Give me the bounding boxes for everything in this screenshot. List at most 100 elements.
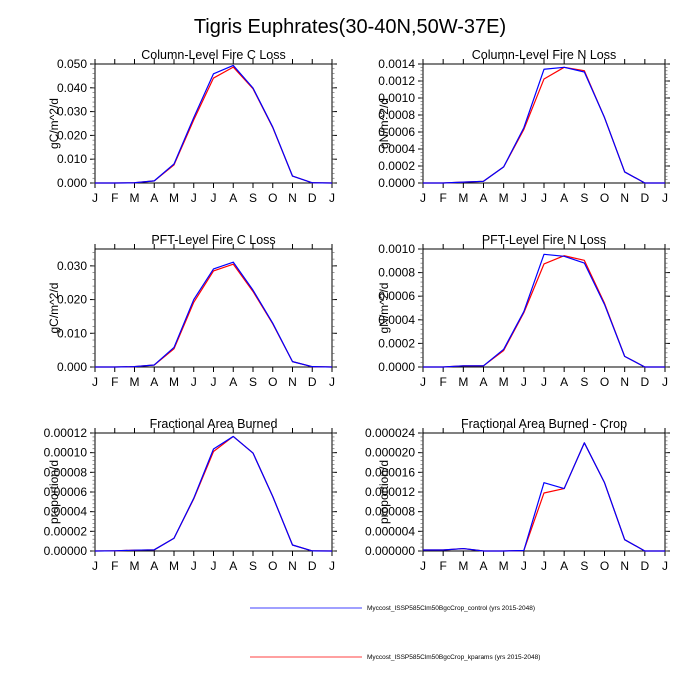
y-tick-label: 0.0000 — [378, 360, 415, 374]
y-tick-label: 0.00012 — [44, 426, 88, 440]
x-tick-label: N — [620, 375, 629, 389]
x-tick-label: J — [92, 191, 98, 205]
series-line-kparams — [423, 442, 665, 552]
x-tick-label: J — [329, 191, 335, 205]
y-tick-label: 0.00002 — [44, 524, 88, 538]
y-axis-label: proportion/d — [377, 460, 391, 524]
x-tick-label: A — [479, 559, 487, 573]
x-tick-label: J — [191, 191, 197, 205]
y-tick-label: 0.010 — [57, 326, 87, 340]
y-tick-label: 0.0010 — [378, 91, 415, 105]
y-tick-label: 0.000020 — [365, 446, 415, 460]
y-axis-label: gN/m^2/d — [377, 283, 391, 334]
y-tick-label: 0.0002 — [378, 159, 415, 173]
y-tick-label: 0.00000 — [44, 544, 88, 558]
series-line-kparams — [423, 255, 665, 368]
x-tick-label: A — [150, 375, 158, 389]
y-tick-label: 0.000 — [57, 176, 87, 190]
series-line-control — [423, 442, 665, 552]
y-tick-label: 0.0012 — [378, 74, 415, 88]
y-tick-label: 0.010 — [57, 152, 87, 166]
x-tick-label: D — [640, 375, 649, 389]
x-tick-label: F — [111, 191, 118, 205]
x-tick-label: M — [169, 375, 179, 389]
x-tick-label: M — [169, 191, 179, 205]
x-tick-label: J — [541, 191, 547, 205]
y-tick-label: 0.030 — [57, 105, 87, 119]
x-tick-label: M — [130, 375, 140, 389]
figure-title: Tigris Euphrates(30-40N,50W-37E) — [194, 16, 506, 38]
x-tick-label: F — [111, 375, 118, 389]
x-tick-label: N — [620, 559, 629, 573]
y-tick-label: 0.000024 — [365, 426, 415, 440]
y-tick-label: 0.0006 — [378, 289, 415, 303]
y-tick-label: 0.020 — [57, 128, 87, 142]
x-tick-label: J — [329, 559, 335, 573]
y-tick-label: 0.0004 — [378, 142, 415, 156]
y-tick-label: 0.0008 — [378, 108, 415, 122]
x-tick-label: S — [580, 559, 588, 573]
series-line-kparams — [94, 435, 333, 552]
x-tick-label: O — [268, 559, 277, 573]
x-tick-label: S — [249, 559, 257, 573]
y-tick-label: 0.0010 — [378, 242, 415, 256]
x-tick-label: M — [458, 559, 468, 573]
plot-frame — [422, 63, 666, 184]
series-line-kparams — [95, 263, 333, 368]
series-line-kparams — [95, 66, 333, 184]
series-line-control — [95, 64, 333, 184]
x-tick-label: M — [499, 191, 509, 205]
x-tick-label: O — [600, 375, 609, 389]
x-tick-label: J — [662, 559, 668, 573]
x-tick-label: S — [249, 191, 257, 205]
x-tick-label: M — [458, 375, 468, 389]
x-tick-label: O — [600, 191, 609, 205]
panel-title: PFT-Level Fire C Loss — [151, 233, 275, 247]
plot-frame — [94, 432, 333, 552]
panel-title: PFT-Level Fire N Loss — [482, 233, 606, 247]
y-axis-label: gN/m^2/d — [377, 98, 391, 149]
x-tick-label: A — [229, 559, 237, 573]
x-tick-label: J — [191, 559, 197, 573]
y-tick-label: 0.030 — [57, 259, 87, 273]
y-tick-label: 0.00004 — [44, 505, 88, 519]
x-tick-label: M — [169, 559, 179, 573]
x-tick-label: A — [479, 191, 487, 205]
plot-frame — [422, 432, 666, 552]
x-tick-label: N — [288, 559, 297, 573]
series-line-control — [423, 253, 665, 368]
x-tick-label: J — [541, 559, 547, 573]
y-axis-label: proportion/d — [47, 460, 61, 524]
series-line-control — [423, 66, 665, 184]
x-tick-label: J — [521, 559, 527, 573]
x-tick-label: A — [560, 375, 568, 389]
x-tick-label: D — [308, 559, 317, 573]
x-tick-label: J — [541, 375, 547, 389]
x-tick-label: J — [191, 375, 197, 389]
x-tick-label: S — [580, 191, 588, 205]
y-tick-label: 0.000008 — [365, 505, 415, 519]
panel-title: Column-Level Fire C Loss — [141, 48, 286, 62]
legend-label-control: Myccost_ISSP585Clm50BgcCrop_control (yrs… — [367, 605, 535, 612]
x-tick-label: D — [640, 559, 649, 573]
y-axis-label: gC/m^2/d — [47, 283, 61, 334]
series-line-control — [95, 261, 333, 368]
x-tick-label: A — [150, 191, 158, 205]
y-tick-label: 0.0002 — [378, 336, 415, 350]
x-tick-label: J — [420, 559, 426, 573]
y-tick-label: 0.0006 — [378, 125, 415, 139]
x-tick-label: M — [130, 191, 140, 205]
x-tick-label: S — [249, 375, 257, 389]
y-tick-label: 0.050 — [57, 57, 87, 71]
y-tick-label: 0.00008 — [44, 465, 88, 479]
x-tick-label: J — [92, 375, 98, 389]
x-tick-label: A — [229, 191, 237, 205]
y-tick-label: 0.0014 — [378, 57, 415, 71]
x-tick-label: O — [268, 375, 277, 389]
x-tick-label: A — [479, 375, 487, 389]
x-tick-label: D — [640, 191, 649, 205]
x-tick-label: A — [150, 559, 158, 573]
